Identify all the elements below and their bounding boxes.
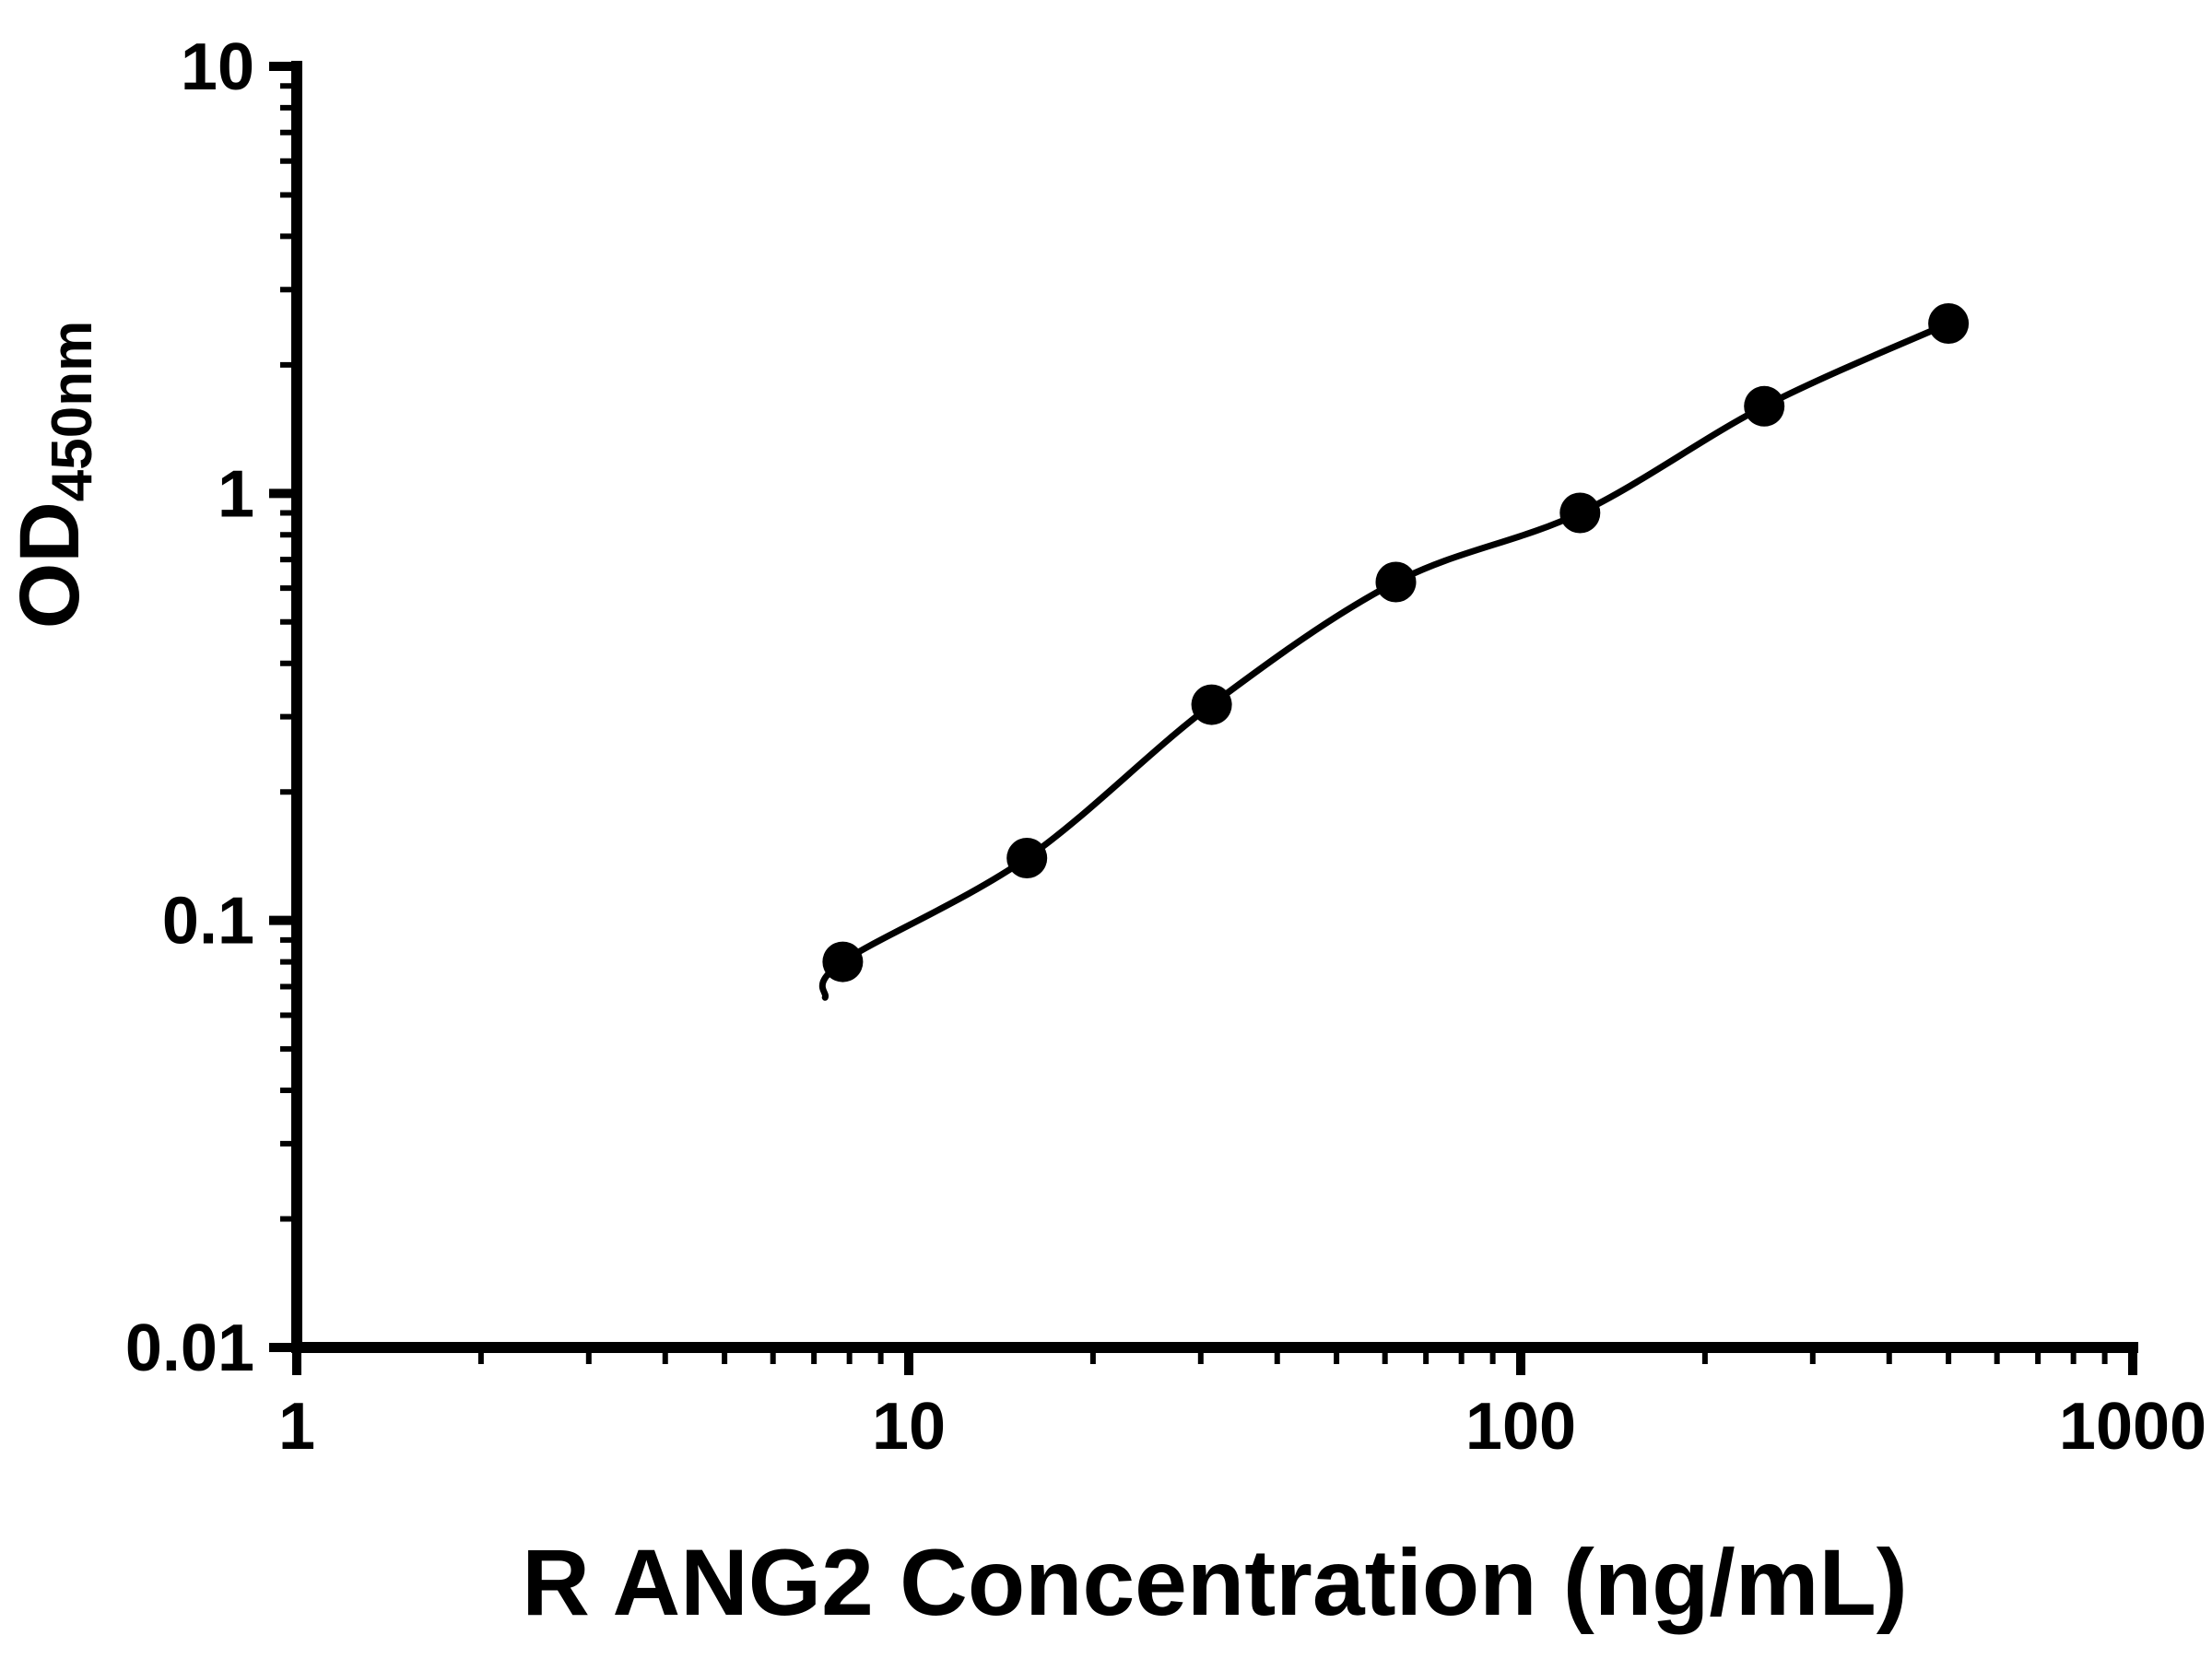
axes-layer: 1 10 100 1000 0.01 0.1 1 10 [125, 30, 2206, 1464]
data-point [1375, 561, 1417, 603]
data-point [1744, 385, 1785, 427]
data-point [822, 941, 864, 982]
y-axis-title-main: OD [3, 501, 97, 629]
x-tick-label: 1 [278, 1390, 315, 1464]
data-point [1006, 838, 1048, 878]
data-point [1559, 492, 1601, 534]
x-axis-title: R ANG2 Concentration (ng/mL) [522, 1530, 1908, 1635]
x-tick-label: 1000 [2059, 1390, 2206, 1464]
y-tick-label: 10 [181, 30, 254, 104]
data-point [1191, 684, 1232, 725]
data-point [1928, 303, 1970, 344]
y-axis-title: OD450nm [3, 321, 104, 629]
y-axis-title-subscript: 450nm [41, 321, 104, 501]
y-tick-label: 0.01 [125, 1312, 254, 1385]
y-tick-label: 0.1 [162, 885, 254, 959]
x-tick-label: 10 [872, 1390, 946, 1464]
y-tick-label: 1 [218, 457, 254, 531]
x-tick-label: 100 [1465, 1390, 1576, 1464]
fit-curve [818, 320, 1952, 1001]
plot-layer [818, 303, 1970, 1001]
